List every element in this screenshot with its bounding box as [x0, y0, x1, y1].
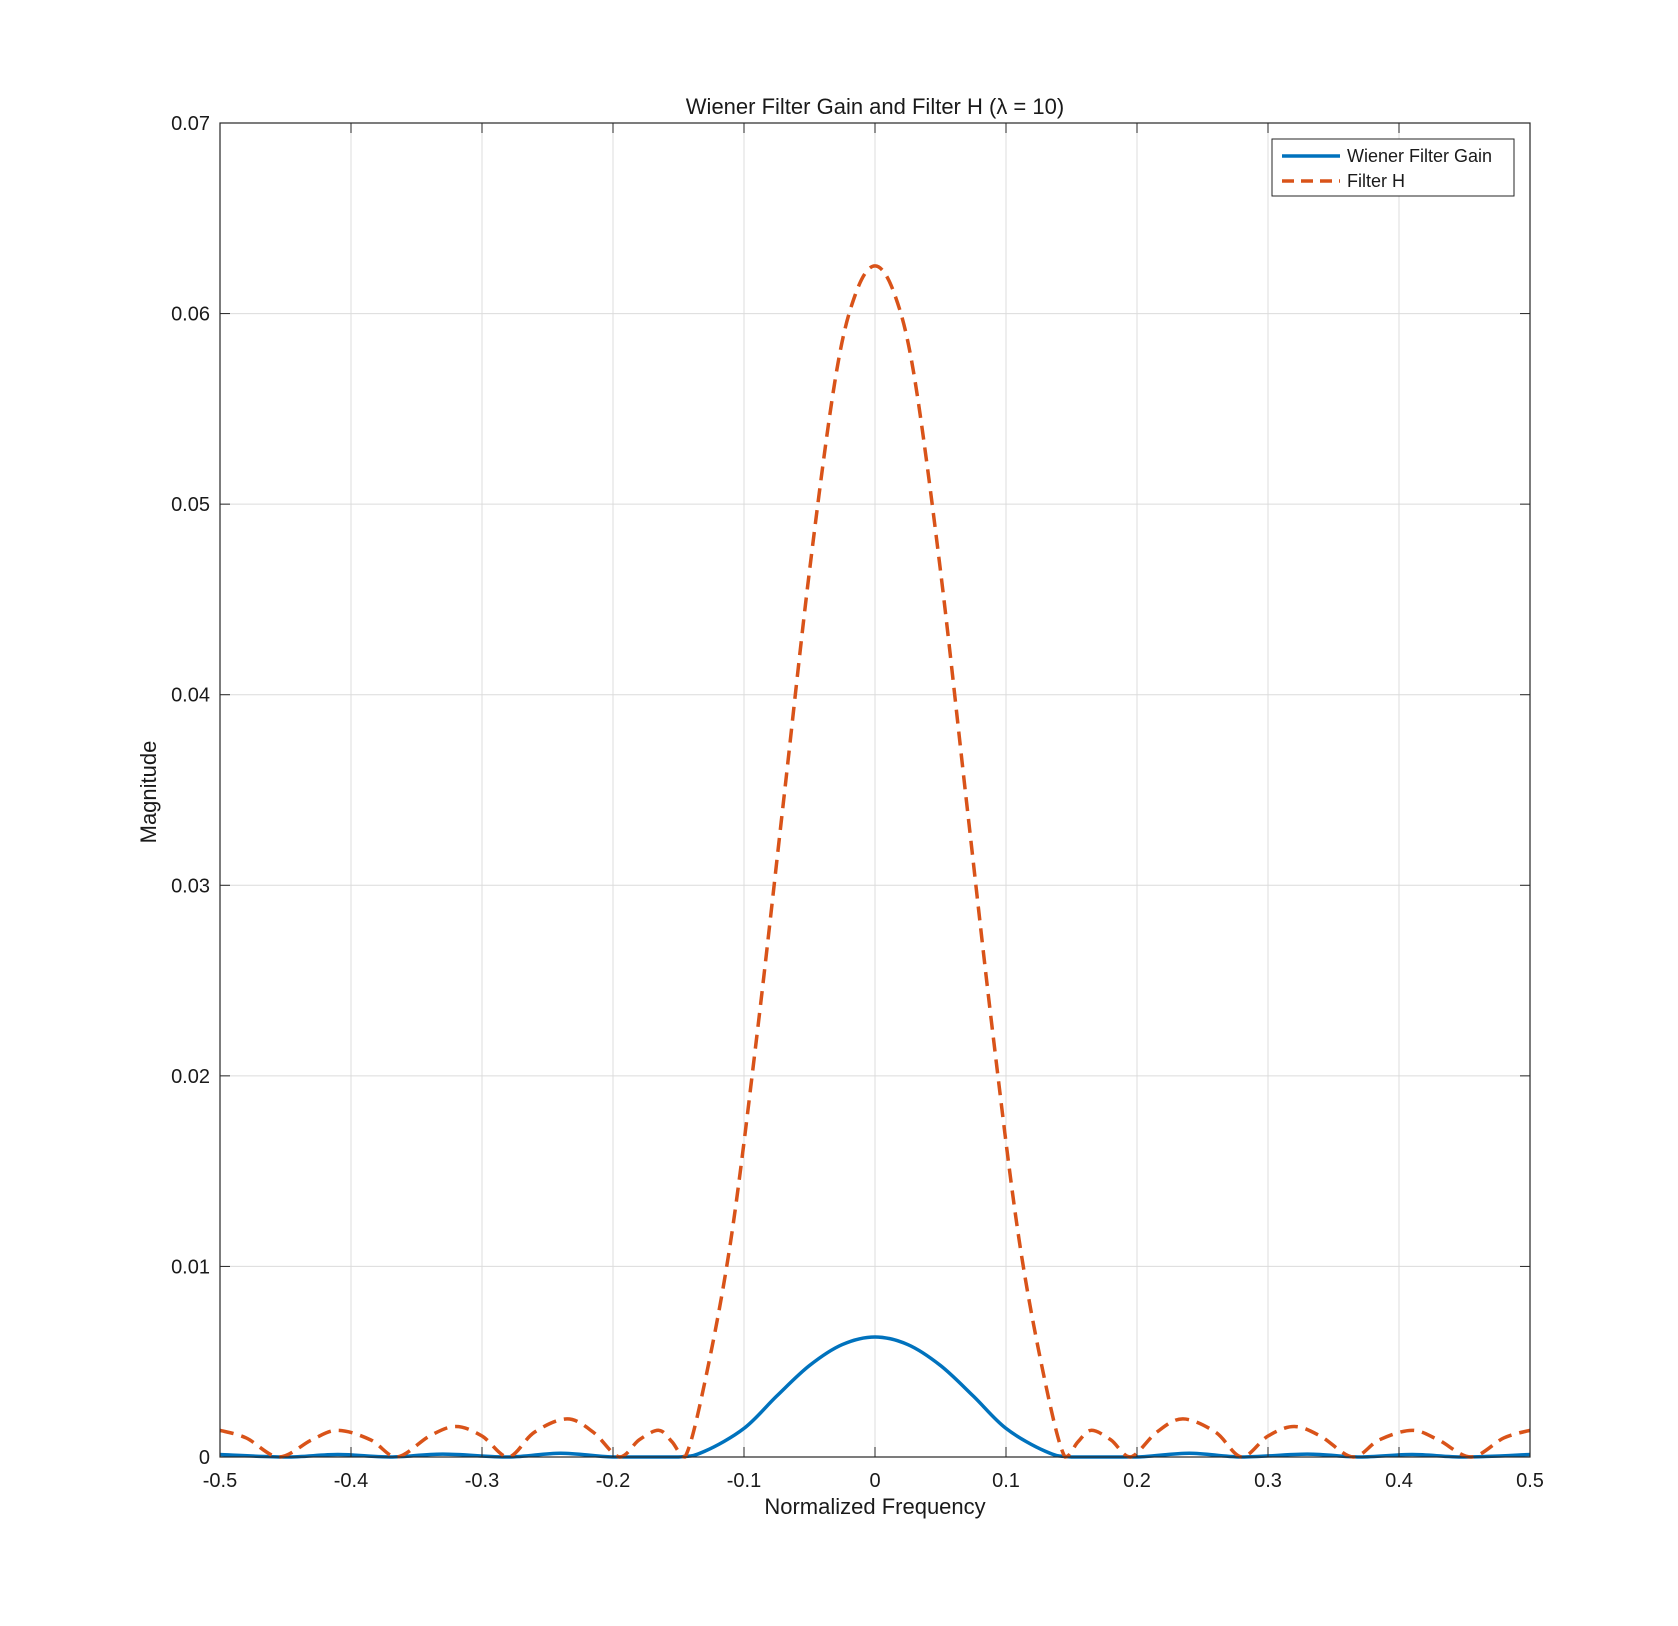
legend-label-filter-h: Filter H — [1347, 171, 1405, 191]
x-tick-label: -0.3 — [465, 1470, 499, 1492]
x-tick-label: 0.2 — [1123, 1470, 1151, 1492]
y-tick-label: 0.07 — [171, 113, 210, 135]
x-tick-label: 0.3 — [1254, 1470, 1282, 1492]
x-tick-label: -0.5 — [203, 1470, 237, 1492]
y-tick-label: 0.04 — [171, 685, 210, 707]
x-tick-label: 0.1 — [992, 1470, 1020, 1492]
y-tick-label: 0.06 — [171, 304, 210, 326]
y-axis-label: Magnitude — [136, 741, 161, 844]
legend-label-wiener-filter-gain: Wiener Filter Gain — [1347, 146, 1492, 166]
x-axis-label: Normalized Frequency — [764, 1494, 985, 1519]
x-tick-label: 0.5 — [1516, 1470, 1544, 1492]
x-tick-label: 0 — [869, 1470, 880, 1492]
x-tick-label: 0.4 — [1385, 1470, 1413, 1492]
tick-labels: -0.5 -0.4 -0.3 -0.2 -0.1 0 0.1 0.2 0.3 0.4 0.5 0 0.0… — [171, 113, 1544, 1492]
y-tick-label: 0.05 — [171, 494, 210, 516]
axis-ticks — [219, 122, 1531, 1458]
legend-box — [1271, 138, 1515, 197]
y-tick-label: 0.02 — [171, 1066, 210, 1088]
y-tick-label: 0.01 — [171, 1256, 210, 1278]
series-line-wiener-filter-gain — [219, 1335, 1531, 1459]
x-tick-label: -0.2 — [596, 1470, 630, 1492]
x-tick-label: -0.1 — [727, 1470, 761, 1492]
chart-title: Wiener Filter Gain and Filter H (λ = 10) — [686, 94, 1064, 119]
y-tick-label: 0 — [199, 1447, 210, 1469]
x-tick-label: -0.4 — [334, 1470, 368, 1492]
y-tick-label: 0.03 — [171, 875, 210, 897]
legend: Wiener Filter Gain Filter H — [1271, 138, 1515, 197]
